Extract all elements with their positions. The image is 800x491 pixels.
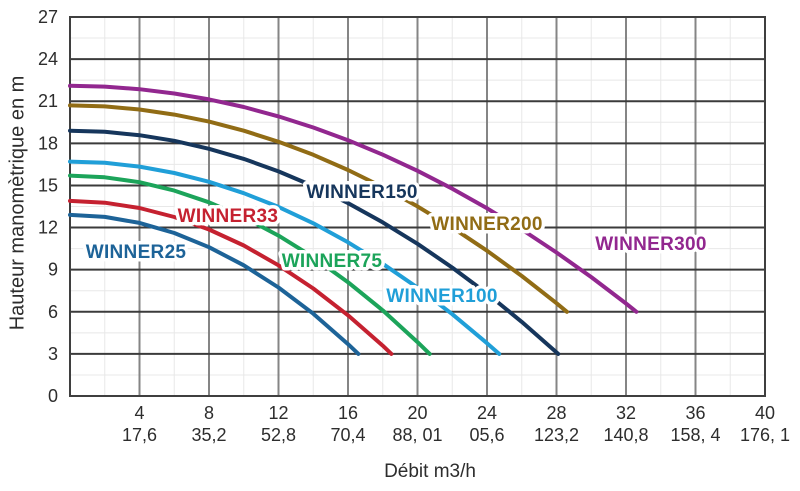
y-tick-label: 9 xyxy=(48,260,58,280)
x-tick-label-m3h: 12 xyxy=(268,403,288,423)
curve-winner150 xyxy=(68,128,561,356)
x-tick-label-m3h: 4 xyxy=(134,403,144,423)
curve-label-winner25: WINNER25 xyxy=(86,242,187,263)
x-tick-label-gpm: 35,2 xyxy=(191,425,226,445)
x-tick-label-gpm: 88, 01 xyxy=(392,425,442,445)
y-tick-label: 24 xyxy=(38,49,58,69)
curve-label-winner150: WINNER150 xyxy=(306,182,417,203)
curve-label-winner75: WINNER75 xyxy=(282,251,383,272)
curve-winner33 xyxy=(68,198,394,356)
y-tick-label: 27 xyxy=(38,7,58,27)
x-tick-label-gpm: 176, 1 xyxy=(740,425,790,445)
curve-label-winner100: WINNER100 xyxy=(386,286,497,307)
curve-winner300 xyxy=(68,83,639,314)
x-tick-label-gpm: 17,6 xyxy=(122,425,157,445)
y-tick-label: 18 xyxy=(38,133,58,153)
x-tick-label-gpm: 05,6 xyxy=(469,425,504,445)
curve-winner200 xyxy=(68,103,569,314)
curve-winner25 xyxy=(68,212,361,356)
x-tick-label-gpm: 52,8 xyxy=(261,425,296,445)
curve-label-winner300: WINNER300 xyxy=(595,234,706,255)
x-tick-label-gpm: 140,8 xyxy=(603,425,648,445)
y-tick-label: 0 xyxy=(48,386,58,406)
x-tick-label-m3h: 36 xyxy=(685,403,705,423)
plot-border xyxy=(69,16,766,397)
x-tick-label-m3h: 40 xyxy=(755,403,775,423)
x-tick-label-m3h: 28 xyxy=(546,403,566,423)
curve-label-winner200: WINNER200 xyxy=(431,214,542,235)
x-tick-label-m3h: 20 xyxy=(407,403,427,423)
curve-winner75 xyxy=(68,173,432,356)
y-tick-label: 12 xyxy=(38,218,58,238)
x-tick-label-m3h: 24 xyxy=(477,403,497,423)
x-tick-label-gpm: 123,2 xyxy=(534,425,579,445)
x-tick-label-m3h: 32 xyxy=(616,403,636,423)
curve-label-winner33: WINNER33 xyxy=(178,206,279,227)
x-tick-label-gpm: 158, 4 xyxy=(670,425,720,445)
y-tick-label: 21 xyxy=(38,91,58,111)
x-tick-label-m3h: 16 xyxy=(338,403,358,423)
x-axis-title: Débit m3/h xyxy=(384,461,476,482)
x-tick-label-m3h: 8 xyxy=(204,403,214,423)
curve-winner100 xyxy=(68,159,502,356)
y-tick-label: 15 xyxy=(38,175,58,195)
y-tick-label: 6 xyxy=(48,302,58,322)
y-tick-label: 3 xyxy=(48,344,58,364)
x-tick-label-gpm: 70,4 xyxy=(330,425,365,445)
